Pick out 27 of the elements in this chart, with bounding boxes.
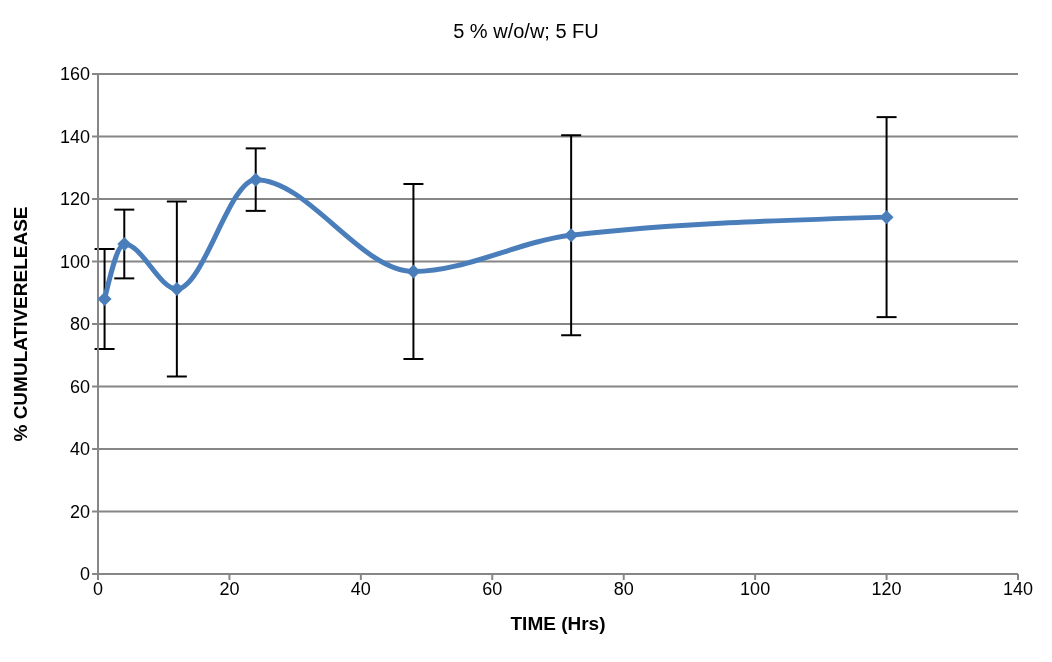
y-tick-label: 0 <box>79 564 90 585</box>
point <box>248 172 263 187</box>
x-tick-label: 140 <box>1002 578 1034 599</box>
y-tick-label: 80 <box>69 314 90 335</box>
y-tick-label: 60 <box>69 376 90 397</box>
point <box>564 228 579 243</box>
y-tick-label: 40 <box>69 439 90 460</box>
y-tick-label: 140 <box>59 126 90 147</box>
y-axis-title: % CUMULATIVERELEASE <box>9 206 31 442</box>
x-tick-label: 100 <box>740 578 771 599</box>
y-tick-label: 100 <box>59 251 90 272</box>
x-tick-label: 60 <box>482 578 503 599</box>
x-axis-title: TIME (Hrs) <box>510 613 606 634</box>
point <box>879 210 894 225</box>
y-tick-label: 20 <box>69 501 90 522</box>
x-tick-label: 20 <box>219 578 240 599</box>
point <box>98 292 112 306</box>
y-tick-label: 160 <box>59 64 90 85</box>
chart-title: 5 % w/o/w; 5 FU <box>452 20 600 43</box>
x-tick-label: 120 <box>871 578 902 599</box>
x-tick-label: 40 <box>350 578 371 599</box>
point <box>117 237 132 251</box>
y-tick-label: 120 <box>59 189 90 210</box>
point <box>169 282 184 296</box>
x-tick-label: 0 <box>92 578 104 599</box>
x-tick-label: 80 <box>613 578 634 599</box>
point <box>406 264 421 279</box>
